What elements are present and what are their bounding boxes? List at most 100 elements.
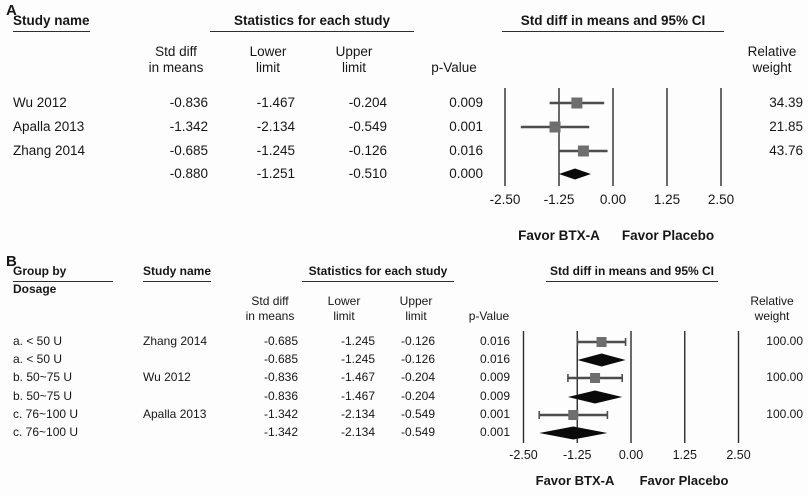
panel-a-p-value-header: p-Value xyxy=(431,60,477,75)
lower-limit-cell: -2.134 xyxy=(340,406,375,421)
group-label-cell: a. < 50 U xyxy=(13,333,63,348)
study-name-cell: Apalla 2013 xyxy=(13,118,85,134)
panel-b-statistics-header: Statistics for each study xyxy=(302,264,454,282)
point-estimate-square xyxy=(571,97,583,109)
std-diff-cell: -1.342 xyxy=(263,406,298,421)
panel-a-relative-weight-header: Relative weight xyxy=(747,44,797,75)
favor-right-label: Favor Placebo xyxy=(621,228,715,243)
point-estimate-square xyxy=(577,145,589,157)
lower-limit-cell: -1.467 xyxy=(256,94,295,110)
p-value-cell: 0.000 xyxy=(449,165,483,181)
relative-weight-cell: 100.00 xyxy=(766,333,803,348)
panel-a-std-diff-header: Std diff in means xyxy=(148,44,204,75)
axis-tick-label: 2.50 xyxy=(726,448,751,462)
p-value-cell: 0.001 xyxy=(479,424,510,439)
lower-limit-cell: -1.251 xyxy=(256,165,295,181)
std-diff-cell: -0.836 xyxy=(169,94,208,110)
summary-diamond xyxy=(567,390,623,404)
std-diff-cell: -0.836 xyxy=(263,369,298,384)
panel-b-dosage-header: Dosage xyxy=(13,282,57,296)
study-name-cell: Wu 2012 xyxy=(143,369,191,384)
summary-diamond xyxy=(539,426,608,440)
relative-weight-cell: 34.39 xyxy=(769,94,803,110)
p-value-cell: 0.009 xyxy=(479,388,510,403)
std-diff-cell: -0.685 xyxy=(263,333,298,348)
axis-tick-label: 1.25 xyxy=(672,448,697,462)
group-label-cell: b. 50~75 U xyxy=(13,388,73,403)
favor-left-label: Favor BTX-A xyxy=(535,473,615,488)
std-diff-cell: -0.836 xyxy=(263,388,298,403)
lower-limit-cell: -2.134 xyxy=(340,424,375,439)
axis-tick-label: -2.50 xyxy=(509,448,538,462)
point-estimate-square xyxy=(590,373,601,383)
panel-a-plot-header: Std diff in means and 95% CI xyxy=(502,13,724,32)
study-name-cell: Zhang 2014 xyxy=(143,333,208,348)
panel-a-study-name-header: Study name xyxy=(13,13,90,32)
upper-limit-cell: -0.549 xyxy=(348,118,387,134)
summary-diamond xyxy=(558,168,591,180)
group-label-cell: b. 50~75 U xyxy=(13,369,73,384)
lower-limit-cell: -1.467 xyxy=(340,388,375,403)
axis-tick-label: 2.50 xyxy=(707,192,735,207)
study-name-cell: Wu 2012 xyxy=(13,94,67,110)
std-diff-cell: -0.685 xyxy=(263,351,298,366)
summary-diamond xyxy=(577,353,626,367)
study-name-cell: Apalla 2013 xyxy=(143,406,207,421)
p-value-cell: 0.016 xyxy=(449,142,483,158)
upper-limit-cell: -0.204 xyxy=(400,388,435,403)
favor-right-label: Favor Placebo xyxy=(639,473,729,488)
study-name-cell: Zhang 2014 xyxy=(13,142,86,158)
point-estimate-square xyxy=(549,121,561,133)
lower-limit-cell: -1.467 xyxy=(340,369,375,384)
upper-limit-cell: -0.510 xyxy=(348,165,387,181)
axis-tick-label: 1.25 xyxy=(653,192,681,207)
relative-weight-cell: 21.85 xyxy=(769,118,803,134)
std-diff-cell: -1.342 xyxy=(263,424,298,439)
p-value-cell: 0.001 xyxy=(449,118,483,134)
panel-b-std-diff-header: Std diff in means xyxy=(245,294,295,323)
group-label-cell: a. < 50 U xyxy=(13,351,63,366)
std-diff-cell: -0.880 xyxy=(169,165,208,181)
lower-limit-cell: -1.245 xyxy=(340,351,375,366)
p-value-cell: 0.009 xyxy=(449,94,483,110)
upper-limit-cell: -0.204 xyxy=(400,369,435,384)
axis-tick-label: -2.50 xyxy=(489,192,521,207)
panel-b-study-name-header: Study name xyxy=(143,264,212,282)
panel-a-lower-limit-header: Lower limit xyxy=(249,44,287,75)
panel-b-group-by-header: Group by xyxy=(13,264,113,282)
panel-b-upper-limit-header: Upper limit xyxy=(399,294,433,323)
relative-weight-cell: 100.00 xyxy=(766,406,803,421)
p-value-cell: 0.016 xyxy=(479,333,510,348)
p-value-cell: 0.016 xyxy=(479,351,510,366)
lower-limit-cell: -1.245 xyxy=(340,333,375,348)
relative-weight-cell: 43.76 xyxy=(769,142,803,158)
panel-b-relative-weight-header: Relative weight xyxy=(750,294,794,323)
upper-limit-cell: -0.549 xyxy=(400,424,435,439)
upper-limit-cell: -0.126 xyxy=(348,142,387,158)
axis-tick-label: 0.00 xyxy=(599,192,627,207)
upper-limit-cell: -0.126 xyxy=(400,351,435,366)
upper-limit-cell: -0.549 xyxy=(400,406,435,421)
p-value-cell: 0.001 xyxy=(479,406,510,421)
panel-a-label: A xyxy=(6,2,17,19)
axis-tick-label: -1.25 xyxy=(543,192,575,207)
favor-left-label: Favor BTX-A xyxy=(518,228,600,243)
axis-tick-label: 0.00 xyxy=(618,448,644,462)
upper-limit-cell: -0.204 xyxy=(348,94,387,110)
panel-b-p-value-header: p-Value xyxy=(468,309,510,323)
point-estimate-square xyxy=(568,410,579,420)
panel-b-label: B xyxy=(6,253,17,270)
lower-limit-cell: -1.245 xyxy=(256,142,295,158)
p-value-cell: 0.009 xyxy=(479,369,510,384)
upper-limit-cell: -0.126 xyxy=(400,333,435,348)
panel-a-upper-limit-header: Upper limit xyxy=(335,44,373,75)
group-label-cell: c. 76~100 U xyxy=(13,406,79,421)
std-diff-cell: -0.685 xyxy=(169,142,208,158)
lower-limit-cell: -2.134 xyxy=(256,118,295,134)
panel-a-statistics-header: Statistics for each study xyxy=(210,13,414,32)
relative-weight-cell: 100.00 xyxy=(766,369,803,384)
group-label-cell: c. 76~100 U xyxy=(13,424,79,439)
axis-tick-label: -1.25 xyxy=(563,448,592,462)
